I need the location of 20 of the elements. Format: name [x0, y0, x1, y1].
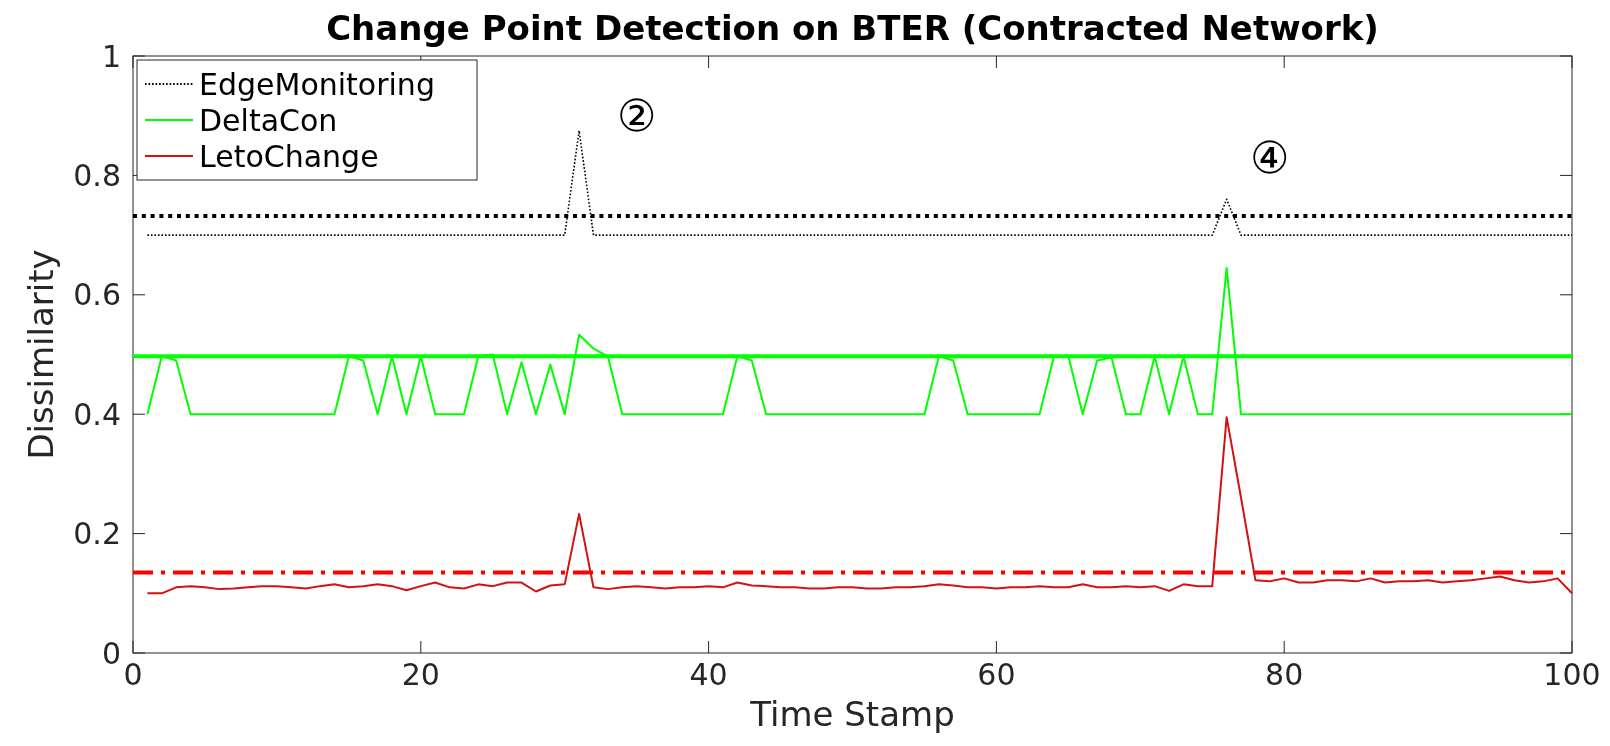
y-tick-label: 0.8 — [73, 157, 121, 193]
y-tick-label: 0.4 — [73, 396, 121, 432]
legend-label: LetoChange — [199, 138, 379, 174]
chart-title: Change Point Detection on BTER (Contracted Network) — [326, 8, 1379, 48]
legend-label: EdgeMonitoring — [199, 66, 435, 102]
legend-label: DeltaCon — [199, 102, 338, 138]
x-tick-label: 100 — [1543, 657, 1601, 692]
y-tick-label: 0.2 — [73, 516, 121, 552]
x-tick-label: 60 — [977, 657, 1016, 692]
x-tick-label: 0 — [123, 657, 143, 692]
x-tick-label: 80 — [1265, 657, 1304, 692]
x-axis-title: Time Stamp — [749, 694, 955, 734]
y-tick-label: 0.6 — [73, 277, 121, 313]
annotation: ④ — [1250, 131, 1290, 183]
x-tick-label: 20 — [401, 657, 440, 692]
annotation: ② — [616, 90, 657, 142]
y-axis-title: Dissimilarity — [21, 249, 61, 460]
line-series — [146, 416, 1573, 595]
y-tick-label: 1 — [101, 38, 121, 74]
x-tick-label: 40 — [689, 657, 728, 692]
